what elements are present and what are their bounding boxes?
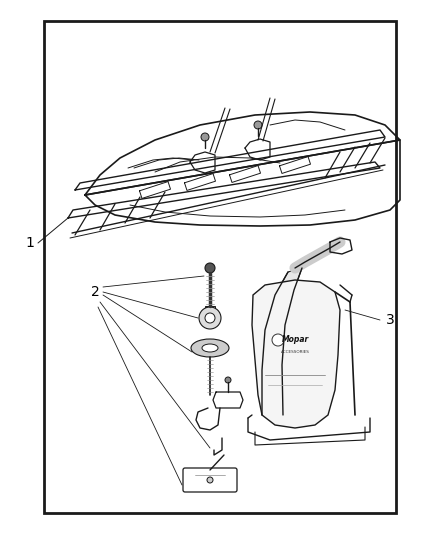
Circle shape	[225, 377, 231, 383]
Bar	[44, 21, 396, 513]
Circle shape	[205, 263, 215, 273]
Circle shape	[199, 307, 221, 329]
Circle shape	[272, 334, 284, 346]
Polygon shape	[262, 268, 302, 415]
Circle shape	[205, 313, 215, 323]
Circle shape	[254, 121, 262, 129]
Bar	[205, 306, 215, 309]
Polygon shape	[252, 280, 340, 428]
Text: 3: 3	[385, 313, 394, 327]
Text: 2: 2	[91, 285, 99, 299]
Circle shape	[201, 133, 209, 141]
Ellipse shape	[202, 344, 218, 352]
FancyBboxPatch shape	[183, 468, 237, 492]
Ellipse shape	[191, 339, 229, 357]
Text: ACCESSORIES: ACCESSORIES	[281, 350, 309, 354]
Text: 1: 1	[25, 236, 35, 250]
Circle shape	[207, 477, 213, 483]
Text: Mopar: Mopar	[281, 335, 309, 344]
